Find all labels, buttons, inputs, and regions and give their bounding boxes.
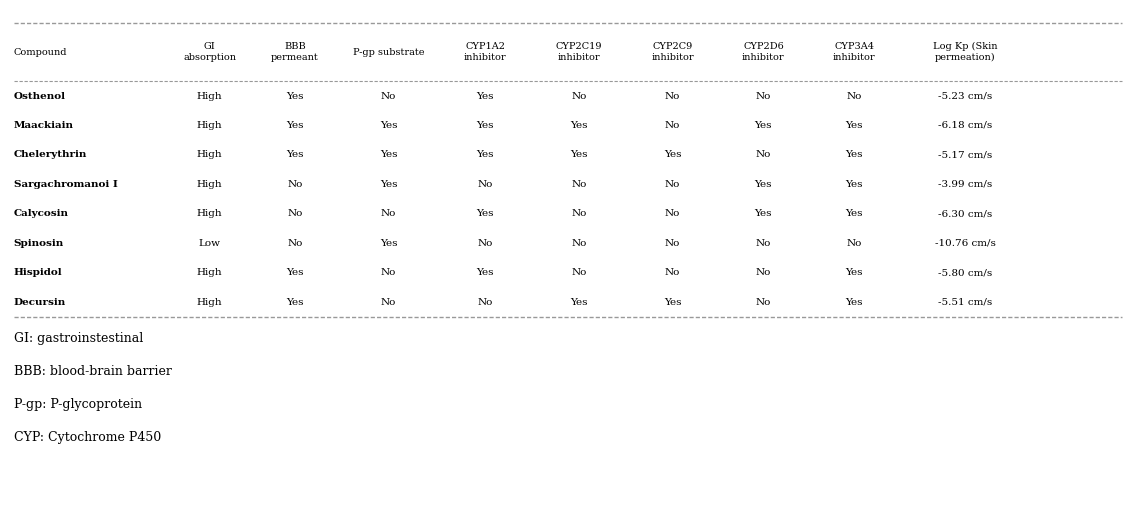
Text: No: No: [665, 121, 680, 130]
Text: No: No: [665, 180, 680, 189]
Text: -5.51 cm/s: -5.51 cm/s: [938, 298, 992, 307]
Text: Yes: Yes: [379, 180, 398, 189]
Text: CYP1A2
inhibitor: CYP1A2 inhibitor: [463, 42, 507, 62]
Text: Log Kp (Skin
permeation): Log Kp (Skin permeation): [933, 42, 997, 62]
Text: High: High: [197, 209, 223, 218]
Text: -6.30 cm/s: -6.30 cm/s: [938, 209, 992, 218]
Text: -10.76 cm/s: -10.76 cm/s: [935, 239, 995, 248]
Text: Yes: Yes: [286, 91, 303, 101]
Text: No: No: [755, 298, 771, 307]
Text: Yes: Yes: [570, 298, 587, 307]
Text: -5.17 cm/s: -5.17 cm/s: [938, 150, 992, 160]
Text: High: High: [197, 150, 223, 160]
Text: GI: gastroinstestinal: GI: gastroinstestinal: [14, 332, 143, 345]
Text: Decursin: Decursin: [14, 298, 66, 307]
Text: CYP2C19
inhibitor: CYP2C19 inhibitor: [556, 42, 602, 62]
Text: No: No: [755, 150, 771, 160]
Text: No: No: [381, 268, 396, 277]
Text: No: No: [287, 239, 302, 248]
Text: Yes: Yes: [845, 150, 863, 160]
Text: No: No: [477, 298, 493, 307]
Text: Yes: Yes: [286, 150, 303, 160]
Text: P-gp substrate: P-gp substrate: [353, 48, 424, 56]
Text: Yes: Yes: [476, 150, 494, 160]
Text: Yes: Yes: [663, 298, 682, 307]
Text: Yes: Yes: [754, 121, 772, 130]
Text: High: High: [197, 91, 223, 101]
Text: Yes: Yes: [845, 121, 863, 130]
Text: Yes: Yes: [663, 150, 682, 160]
Text: CYP: Cytochrome P450: CYP: Cytochrome P450: [14, 431, 161, 444]
Text: Yes: Yes: [845, 209, 863, 218]
Text: No: No: [571, 91, 586, 101]
Text: Yes: Yes: [286, 268, 303, 277]
Text: No: No: [571, 268, 586, 277]
Text: No: No: [381, 91, 396, 101]
Text: No: No: [846, 239, 862, 248]
Text: No: No: [381, 298, 396, 307]
Text: No: No: [755, 239, 771, 248]
Text: Yes: Yes: [476, 209, 494, 218]
Text: No: No: [571, 239, 586, 248]
Text: -3.99 cm/s: -3.99 cm/s: [938, 180, 992, 189]
Text: BBB: blood-brain barrier: BBB: blood-brain barrier: [14, 365, 172, 378]
Text: Yes: Yes: [845, 180, 863, 189]
Text: Yes: Yes: [754, 209, 772, 218]
Text: No: No: [477, 239, 493, 248]
Text: Osthenol: Osthenol: [14, 91, 66, 101]
Text: Yes: Yes: [570, 150, 587, 160]
Text: Yes: Yes: [476, 121, 494, 130]
Text: No: No: [665, 268, 680, 277]
Text: No: No: [755, 91, 771, 101]
Text: No: No: [665, 239, 680, 248]
Text: Yes: Yes: [379, 150, 398, 160]
Text: Yes: Yes: [845, 268, 863, 277]
Text: Yes: Yes: [379, 239, 398, 248]
Text: Yes: Yes: [286, 121, 303, 130]
Text: Yes: Yes: [476, 268, 494, 277]
Text: BBB
permeant: BBB permeant: [270, 42, 319, 62]
Text: Spinosin: Spinosin: [14, 239, 64, 248]
Text: No: No: [665, 91, 680, 101]
Text: Maackiain: Maackiain: [14, 121, 74, 130]
Text: No: No: [287, 180, 302, 189]
Text: No: No: [287, 209, 302, 218]
Text: CYP2D6
inhibitor: CYP2D6 inhibitor: [742, 42, 785, 62]
Text: -5.23 cm/s: -5.23 cm/s: [938, 91, 992, 101]
Text: High: High: [197, 298, 223, 307]
Text: No: No: [846, 91, 862, 101]
Text: Chelerythrin: Chelerythrin: [14, 150, 87, 160]
Text: Calycosin: Calycosin: [14, 209, 68, 218]
Text: Low: Low: [199, 239, 220, 248]
Text: No: No: [571, 180, 586, 189]
Text: Yes: Yes: [286, 298, 303, 307]
Text: High: High: [197, 121, 223, 130]
Text: No: No: [571, 209, 586, 218]
Text: GI
absorption: GI absorption: [183, 42, 236, 62]
Text: No: No: [381, 209, 396, 218]
Text: -6.18 cm/s: -6.18 cm/s: [938, 121, 992, 130]
Text: Sargachromanoi I: Sargachromanoi I: [14, 180, 117, 189]
Text: No: No: [477, 180, 493, 189]
Text: Hispidol: Hispidol: [14, 268, 62, 277]
Text: Yes: Yes: [754, 180, 772, 189]
Text: CYP2C9
inhibitor: CYP2C9 inhibitor: [651, 42, 694, 62]
Text: Yes: Yes: [379, 121, 398, 130]
Text: CYP3A4
inhibitor: CYP3A4 inhibitor: [833, 42, 876, 62]
Text: P-gp: P-glycoprotein: P-gp: P-glycoprotein: [14, 398, 142, 411]
Text: No: No: [665, 209, 680, 218]
Text: High: High: [197, 180, 223, 189]
Text: Yes: Yes: [476, 91, 494, 101]
Text: Compound: Compound: [14, 48, 67, 56]
Text: No: No: [755, 268, 771, 277]
Text: Yes: Yes: [845, 298, 863, 307]
Text: Yes: Yes: [570, 121, 587, 130]
Text: High: High: [197, 268, 223, 277]
Text: -5.80 cm/s: -5.80 cm/s: [938, 268, 992, 277]
